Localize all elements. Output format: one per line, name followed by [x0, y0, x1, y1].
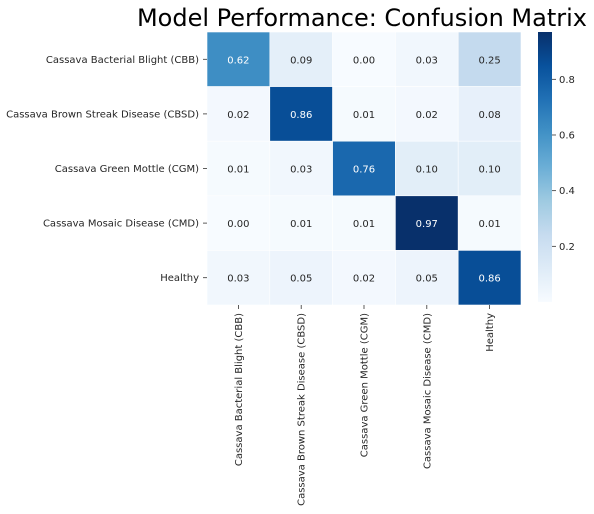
- heatmap-cell: [206, 250, 271, 306]
- cell-value-label: 0.03: [290, 165, 312, 176]
- column-labels: Cassava Bacterial Blight (CBB) Cassava Br…: [234, 305, 496, 506]
- cell-value-label: 0.08: [478, 110, 500, 121]
- heatmap-cell: [269, 195, 333, 251]
- cell-value-label: 0.01: [478, 219, 500, 230]
- heatmap-cell: [395, 140, 459, 197]
- row-labels: Cassava Bacterial Blight (CBB) Cassava Br…: [6, 55, 207, 284]
- cell-value-label: 0.01: [227, 165, 249, 176]
- cell-value-label: 0.00: [353, 55, 375, 66]
- heatmap-cell: [206, 31, 271, 87]
- cell-value-label: 0.01: [353, 110, 375, 121]
- cell-value-label: 0.00: [227, 219, 249, 230]
- y-tick-label: Healthy: [160, 273, 199, 284]
- chart-title: Model Performance: Confusion Matrix: [137, 4, 587, 32]
- x-tick-label: Cassava Green Mottle (CGM): [360, 313, 371, 457]
- y-tick-label: Cassava Green Mottle (CGM): [55, 164, 199, 175]
- heatmap-cell: [457, 250, 522, 306]
- x-tick-label: Cassava Bacterial Blight (CBB): [234, 313, 245, 466]
- cell-value-label: 0.05: [290, 274, 312, 285]
- y-tick-label: Cassava Mosaic Disease (CMD): [43, 219, 199, 230]
- cell-value-label: 0.62: [227, 55, 249, 66]
- heatmap-cell: [395, 195, 459, 251]
- heatmap-cell: [269, 140, 333, 197]
- heatmap-cell: [332, 86, 396, 142]
- y-tick-label: Cassava Bacterial Blight (CBB): [46, 55, 199, 66]
- cell-value-label: 0.01: [353, 219, 375, 230]
- cell-value-label: 0.25: [478, 55, 500, 66]
- colorbar-tick-label: 0.6: [559, 130, 575, 141]
- colorbar-tick-label: 0.2: [559, 242, 575, 253]
- heatmap-cell: [269, 31, 333, 87]
- cell-value-label: 0.97: [416, 219, 438, 230]
- cell-value-label: 0.03: [227, 274, 249, 285]
- cell-value-label: 0.03: [416, 55, 438, 66]
- x-tick-label: Cassava Brown Streak Disease (CBSD): [297, 313, 308, 506]
- cell-value-label: 0.76: [353, 165, 375, 176]
- heatmap-grid: 0.62 0.09 0.00 0.03 0.25 0.02 0.86 0.01 0.02 0.08…: [206, 31, 522, 306]
- heatmap-cell: [332, 250, 396, 306]
- colorbar-tick-label: 0.4: [559, 186, 575, 197]
- heatmap-cell: [457, 195, 522, 251]
- heatmap-cell: [269, 250, 333, 306]
- heatmap-cell: [332, 31, 396, 87]
- y-tick-label: Cassava Brown Streak Disease (CBSD): [6, 109, 199, 120]
- heatmap-cell: [332, 140, 396, 197]
- cell-value-label: 0.05: [416, 274, 438, 285]
- colorbar-tick-label: 0.8: [559, 75, 575, 86]
- heatmap-cell: [395, 31, 459, 87]
- colorbar: 0.2 0.4 0.6 0.8: [538, 32, 575, 302]
- heatmap-cell: [332, 195, 396, 251]
- x-tick-label: Cassava Mosaic Disease (CMD): [422, 313, 433, 469]
- cell-value-label: 0.02: [353, 274, 375, 285]
- cell-value-label: 0.09: [290, 55, 312, 66]
- cell-value-label: 0.86: [478, 274, 500, 285]
- colorbar-gradient: [538, 32, 552, 302]
- heatmap-cell: [457, 86, 522, 142]
- x-tick-label: Healthy: [485, 313, 496, 352]
- cell-value-label: 0.01: [290, 219, 312, 230]
- cell-value-label: 0.10: [478, 165, 500, 176]
- heatmap-cell: [457, 31, 522, 87]
- cell-value-label: 0.02: [416, 110, 438, 121]
- cell-value-label: 0.10: [416, 165, 438, 176]
- heatmap-cell: [457, 140, 522, 197]
- heatmap-cell: [206, 86, 271, 142]
- cell-value-label: 0.86: [290, 110, 312, 121]
- cell-value-label: 0.02: [227, 110, 249, 121]
